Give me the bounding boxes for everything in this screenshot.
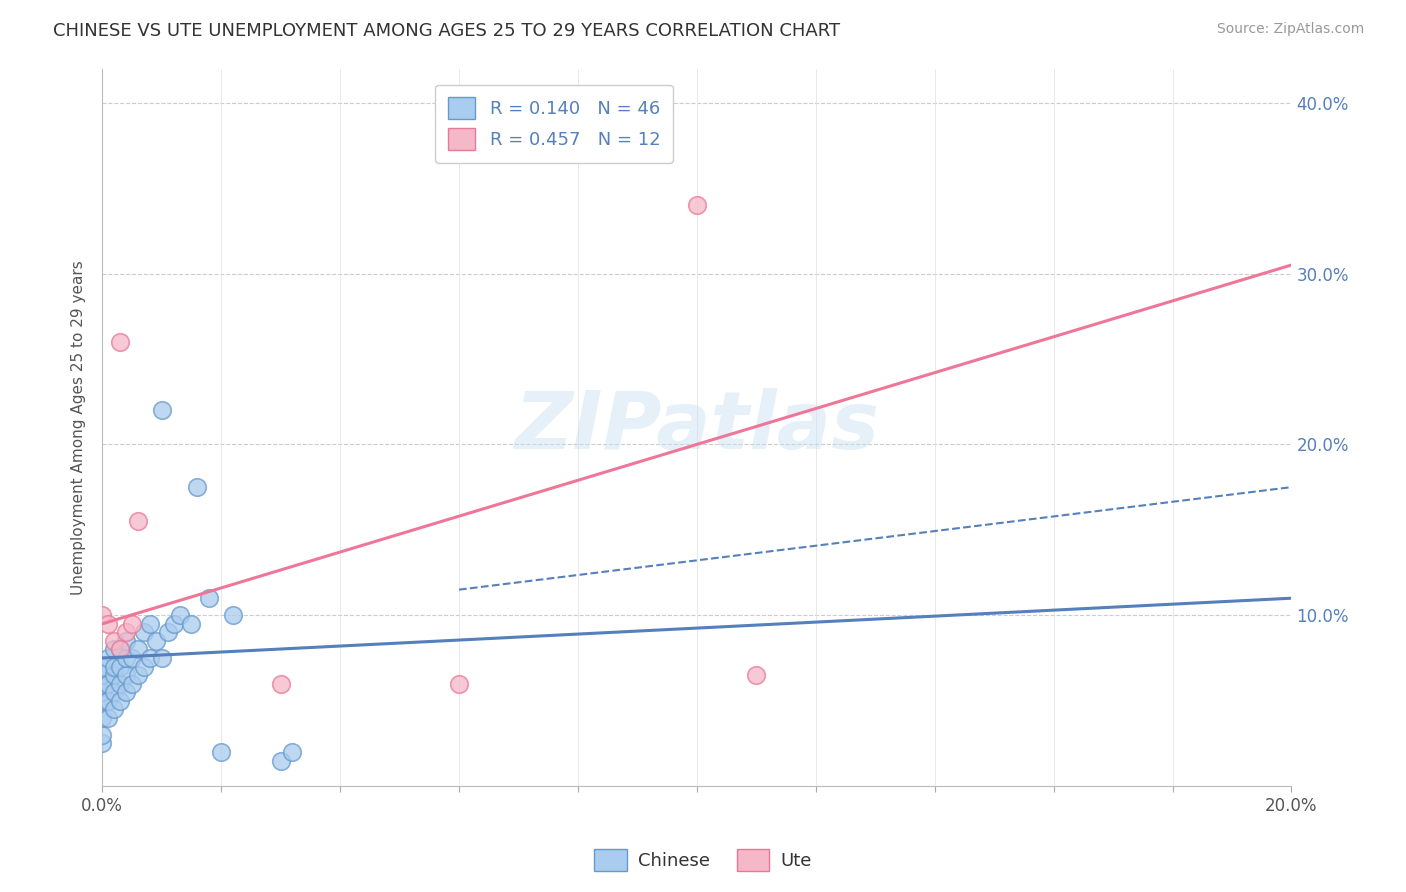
Y-axis label: Unemployment Among Ages 25 to 29 years: Unemployment Among Ages 25 to 29 years (72, 260, 86, 595)
Point (222, 608, 245, 623)
Point (127, 668, 149, 682)
Point (97, 676, 120, 690)
Point (132, 659, 155, 673)
Point (103, 659, 125, 673)
Point (91, 685, 114, 699)
Point (156, 625, 179, 640)
Text: Source: ZipAtlas.com: Source: ZipAtlas.com (1216, 22, 1364, 37)
Point (108, 642, 131, 657)
Point (115, 668, 138, 682)
Point (447, 676, 470, 690)
Point (91, 694, 114, 708)
Point (121, 676, 143, 690)
Point (103, 702, 125, 716)
Point (270, 676, 292, 690)
Legend: R = 0.140   N = 46, R = 0.457   N = 12: R = 0.140 N = 46, R = 0.457 N = 12 (436, 85, 673, 163)
Point (91, 659, 114, 673)
Point (121, 651, 143, 665)
Point (745, 668, 768, 682)
Point (180, 616, 202, 631)
Point (97, 711, 120, 725)
Point (91, 676, 114, 690)
Point (91, 711, 114, 725)
Point (121, 616, 143, 631)
Point (127, 642, 149, 657)
Point (91, 736, 114, 750)
Point (169, 608, 191, 623)
Text: ZIPatlas: ZIPatlas (515, 388, 879, 467)
Point (97, 694, 120, 708)
Point (103, 668, 125, 682)
Point (108, 676, 131, 690)
Point (97, 616, 120, 631)
Point (91, 608, 114, 623)
Point (186, 480, 208, 494)
Point (281, 745, 304, 759)
Point (108, 659, 131, 673)
Point (115, 685, 138, 699)
Point (108, 642, 131, 657)
Point (115, 625, 138, 640)
Point (145, 634, 167, 648)
Point (91, 728, 114, 742)
Point (198, 591, 221, 606)
Text: CHINESE VS UTE UNEMPLOYMENT AMONG AGES 25 TO 29 YEARS CORRELATION CHART: CHINESE VS UTE UNEMPLOYMENT AMONG AGES 2… (53, 22, 841, 40)
Point (139, 651, 162, 665)
Legend: Chinese, Ute: Chinese, Ute (588, 842, 818, 879)
Point (150, 651, 173, 665)
Point (132, 625, 155, 640)
Point (91, 668, 114, 682)
Point (108, 334, 131, 349)
Point (115, 651, 138, 665)
Point (103, 642, 125, 657)
Point (127, 514, 149, 528)
Point (270, 754, 292, 768)
Point (108, 694, 131, 708)
Point (139, 616, 162, 631)
Point (150, 403, 173, 417)
Point (686, 198, 709, 212)
Point (97, 651, 120, 665)
Point (115, 634, 138, 648)
Point (103, 634, 125, 648)
Point (209, 745, 232, 759)
Point (103, 685, 125, 699)
Point (162, 616, 184, 631)
